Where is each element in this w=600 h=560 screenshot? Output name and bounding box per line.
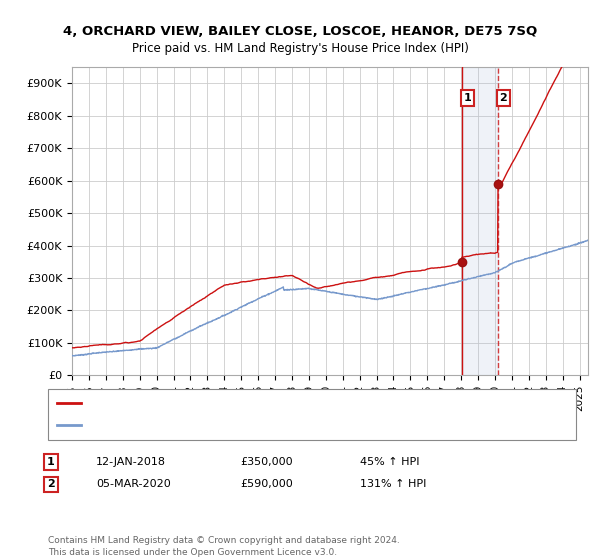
Text: £590,000: £590,000: [240, 479, 293, 489]
Text: 05-MAR-2020: 05-MAR-2020: [96, 479, 171, 489]
Text: 4, ORCHARD VIEW, BAILEY CLOSE, LOSCOE, HEANOR, DE75 7SQ: 4, ORCHARD VIEW, BAILEY CLOSE, LOSCOE, H…: [63, 25, 537, 38]
Text: 12-JAN-2018: 12-JAN-2018: [96, 457, 166, 467]
Text: 1: 1: [463, 93, 471, 103]
Text: 2: 2: [47, 479, 55, 489]
Text: 4, ORCHARD VIEW, BAILEY CLOSE, LOSCOE, HEANOR, DE75 7SQ (detached house): 4, ORCHARD VIEW, BAILEY CLOSE, LOSCOE, H…: [87, 398, 497, 408]
Text: Contains HM Land Registry data © Crown copyright and database right 2024.
This d: Contains HM Land Registry data © Crown c…: [48, 536, 400, 557]
Text: Price paid vs. HM Land Registry's House Price Index (HPI): Price paid vs. HM Land Registry's House …: [131, 42, 469, 55]
Bar: [462, 67, 498, 375]
Text: 2: 2: [500, 93, 507, 103]
Text: HPI: Average price, detached house, Amber Valley: HPI: Average price, detached house, Ambe…: [87, 421, 337, 431]
Text: £350,000: £350,000: [240, 457, 293, 467]
Text: 1: 1: [47, 457, 55, 467]
Text: 131% ↑ HPI: 131% ↑ HPI: [360, 479, 427, 489]
Text: 45% ↑ HPI: 45% ↑ HPI: [360, 457, 419, 467]
